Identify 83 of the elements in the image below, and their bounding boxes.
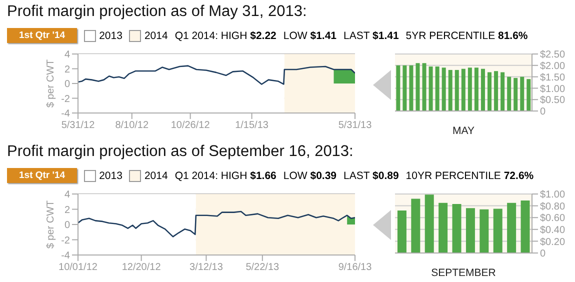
- text: LOW $0.39: [283, 170, 337, 182]
- quarter-button: 1st Qtr '14: [7, 168, 78, 183]
- bar: [507, 76, 512, 111]
- bar: [409, 65, 414, 111]
- text: 10YR PERCENTILE 72.6%: [406, 170, 534, 182]
- x-tick-label: 8/10/12: [115, 120, 149, 132]
- bar: [493, 208, 502, 253]
- bar: [442, 68, 446, 111]
- bar: [494, 71, 498, 111]
- y-tick-label: $0.50: [540, 95, 566, 106]
- y-tick-label: 0: [540, 248, 546, 260]
- bar: [461, 68, 466, 111]
- y-tick-label: -2: [61, 94, 70, 105]
- chart-title: Profit margin projection as of May 31, 2013:: [7, 3, 307, 21]
- y-tick-label: $1.00: [540, 190, 566, 201]
- y-tick-label: $2.00: [540, 60, 566, 72]
- y-tick-label: -2: [61, 235, 70, 246]
- x-axis-title: MAY: [452, 125, 474, 137]
- bar: [411, 198, 420, 253]
- bar: [428, 66, 433, 111]
- y-tick-label: -4: [61, 108, 70, 120]
- y-tick-label: $1.00: [540, 84, 566, 95]
- x-tick-label: 5/31/13: [338, 120, 372, 132]
- bar: [520, 200, 530, 253]
- text: Q1 2014: HIGH $1.66: [174, 170, 276, 182]
- y-tick-label: 0: [64, 79, 70, 90]
- bar: [416, 63, 420, 111]
- y-tick-label: -4: [61, 250, 70, 262]
- bar: [526, 79, 531, 111]
- y-tick-label: $1.50: [540, 72, 566, 84]
- y-tick-label: 4: [64, 190, 70, 201]
- bar: [424, 194, 434, 253]
- x-tick-label: 1/15/13: [235, 120, 269, 132]
- bar: [488, 72, 492, 111]
- bar: [466, 208, 475, 253]
- bar: [397, 210, 406, 253]
- legend-label: 2013: [99, 170, 122, 182]
- x-tick-label: 10/26/12: [170, 120, 210, 132]
- text: Q1 2014: HIGH $2.22: [174, 30, 276, 42]
- text: LAST $1.41: [344, 30, 399, 42]
- legend-label: 2014: [144, 30, 168, 42]
- bar: [448, 70, 452, 111]
- text: LAST $0.89: [344, 170, 399, 182]
- bar: [500, 72, 505, 111]
- bar: [435, 66, 440, 111]
- y-axis-title: $ per CWT: [46, 59, 57, 108]
- x-tick-label: 9/16/13: [338, 262, 372, 274]
- bar: [480, 68, 485, 111]
- x-tick-label: 5/22/13: [246, 262, 280, 274]
- band-label: 2013: [99, 30, 122, 42]
- x-tick-label: 5/31/12: [61, 120, 96, 132]
- chart-title: Profit margin projection as of September 16, 2013:: [7, 143, 354, 161]
- y-tick-label: 4: [64, 50, 70, 61]
- y-tick-label: $0.80: [540, 201, 566, 212]
- bar: [468, 68, 472, 111]
- bar: [396, 65, 400, 111]
- x-tick-label: 3/12/13: [190, 262, 224, 274]
- x-axis-title: SEPTEMBER: [431, 267, 496, 279]
- bar: [480, 209, 489, 253]
- text: LOW $1.41: [283, 30, 337, 42]
- y-axis-title: $ per CWT: [46, 200, 57, 249]
- bar: [514, 78, 518, 111]
- bar: [422, 63, 426, 111]
- bar: [507, 202, 516, 253]
- bar: [438, 202, 448, 253]
- y-tick-label: 0: [64, 220, 70, 232]
- bar: [474, 68, 478, 111]
- quarter-button: 1st Qtr '14: [7, 28, 78, 43]
- y-tick-label: 2: [64, 204, 70, 216]
- y-tick-label: $0.40: [540, 224, 566, 236]
- y-tick-label: 0: [540, 106, 546, 118]
- bar: [520, 76, 524, 111]
- x-tick-label: 10/01/12: [58, 262, 98, 274]
- bar: [402, 65, 407, 111]
- text: 5YR PERCENTILE 81.6%: [406, 30, 528, 42]
- y-tick-label: $2.50: [540, 50, 566, 61]
- band-label: 2014: [144, 170, 168, 182]
- x-tick-label: 12/20/12: [122, 262, 162, 274]
- y-tick-label: $0.60: [540, 213, 566, 224]
- y-tick-label: $0.20: [540, 236, 566, 248]
- y-tick-label: 2: [64, 64, 70, 76]
- bar: [454, 70, 459, 111]
- bar: [452, 204, 462, 253]
